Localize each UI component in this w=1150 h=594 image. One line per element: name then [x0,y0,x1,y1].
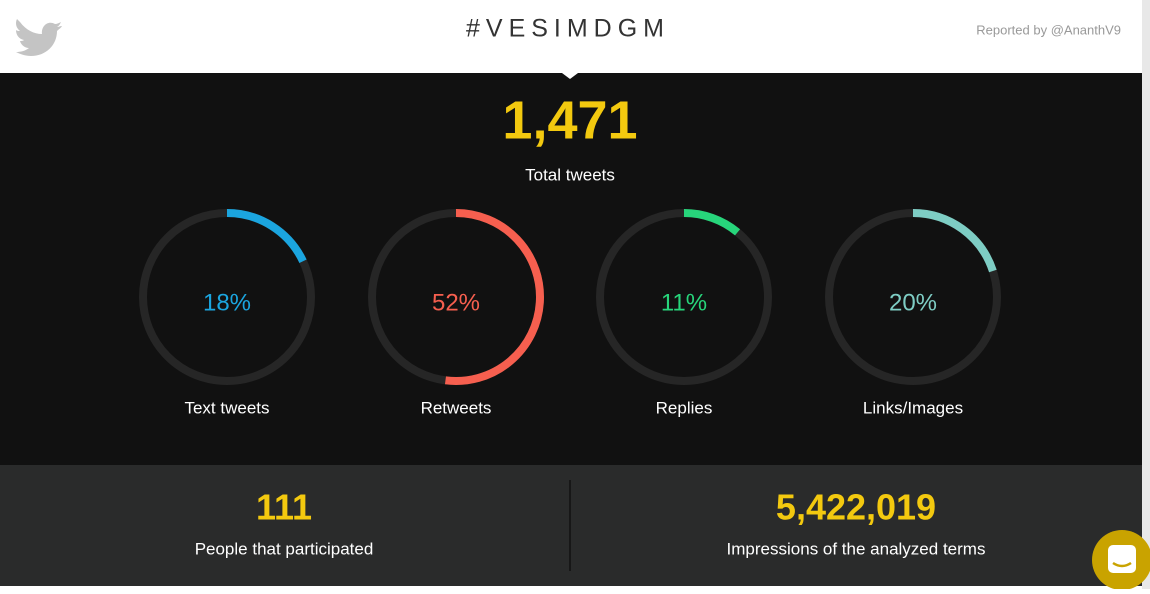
ring-label: Replies [656,398,713,417]
pointer [562,73,578,79]
ring-label: Retweets [421,398,492,417]
ring-percent: 18% [203,289,251,316]
chat-icon [1108,545,1136,573]
ring-percent: 52% [432,289,480,316]
stat-value: 111 [256,487,312,528]
total-value: 1,471 [502,90,637,150]
header [0,0,1142,73]
ring-label: Text tweets [184,398,269,417]
stat-label: People that participated [195,539,374,558]
ring-arc [912,209,997,273]
stats-panel [0,465,1142,586]
stat-label: Impressions of the analyzed terms [727,539,986,558]
ring-arc [444,209,544,385]
scrollbar [1142,0,1150,589]
summary-panel [0,73,1142,465]
chat-icon-smile [1112,561,1132,568]
stat-value: 5,422,019 [776,487,936,528]
ring-label: Links/Images [863,398,963,417]
total-label: Total tweets [525,165,615,184]
ring-percent: 11% [661,289,707,316]
ring-arc [683,209,741,236]
reporter[interactable]: Reported by @AnanthV9 [976,22,1121,37]
hashtag-title: #VESIMDGM [466,15,670,43]
ring-percent: 20% [889,289,937,316]
ring-arc [226,209,307,264]
twitter-logo[interactable] [16,19,62,56]
